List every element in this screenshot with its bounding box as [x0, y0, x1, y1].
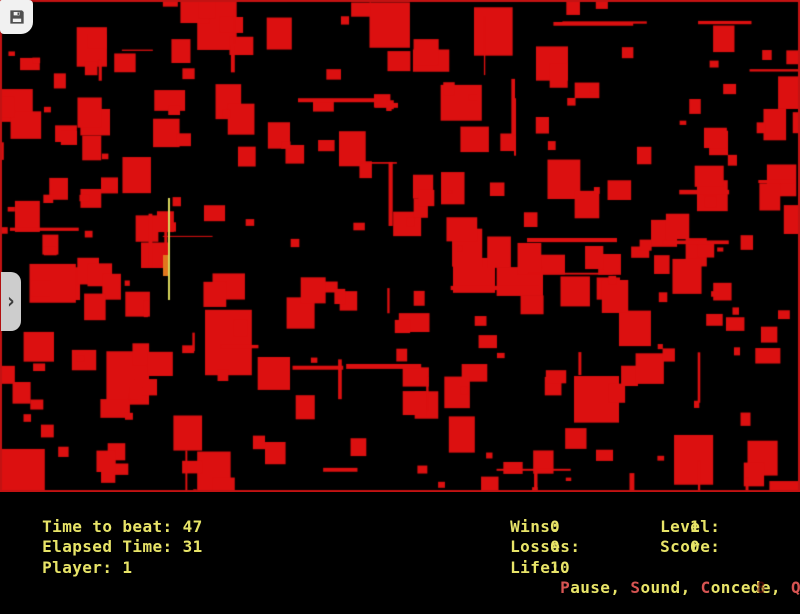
player: Player: 1	[2, 542, 132, 576]
panel-toggle[interactable]: ›	[1, 272, 21, 331]
wins-value: 0	[550, 517, 561, 536]
level-value: 1	[690, 517, 701, 536]
menu-separator: ,	[770, 578, 791, 597]
level: Level: 1	[620, 501, 800, 535]
menu-pause[interactable]: Pause	[560, 578, 610, 597]
elapsed-time-value: 31	[182, 537, 203, 556]
menu-pause-hotkey: P	[560, 578, 571, 597]
time-to-beat-label: Time to beat:	[42, 517, 173, 536]
player-label: Player:	[42, 558, 113, 577]
menu-separator: ,	[680, 578, 701, 597]
wins: Wins: 0	[470, 501, 690, 535]
command-menu: Pause, Sound, Concede, Quit	[520, 562, 800, 596]
menu-pause-rest: ause	[570, 578, 611, 597]
time-to-beat: Time to beat: 47	[2, 501, 203, 535]
playfield[interactable]	[0, 0, 800, 492]
menu-concede-hotkey: C	[700, 578, 711, 597]
losses: Losses: 0	[470, 521, 690, 555]
chevron-right-icon: ›	[7, 288, 15, 315]
losses-value: 0	[550, 537, 561, 556]
player-value: 1	[122, 558, 133, 577]
life-label: Life:	[510, 558, 561, 577]
menu-sound-hotkey: S	[630, 578, 641, 597]
menu-concede-rest: oncede	[710, 578, 771, 597]
life: Life: 10	[470, 542, 690, 576]
menu-quit[interactable]: Quit	[791, 578, 800, 597]
score-label: Score:	[660, 537, 721, 556]
score: Score: 0	[620, 521, 800, 555]
floppy-disk-icon	[9, 10, 24, 24]
menu-sound[interactable]: Sound	[630, 578, 680, 597]
score-value: 0	[690, 537, 701, 556]
wins-label: Wins:	[510, 517, 561, 536]
save-button[interactable]	[0, 0, 33, 34]
time-to-beat-value: 47	[182, 517, 203, 536]
level-label: Level:	[660, 517, 721, 536]
elapsed-time-label: Elapsed Time:	[42, 537, 173, 556]
dim-indicator: 8	[756, 578, 767, 597]
life-value: 10	[550, 558, 571, 577]
losses-label: Losses:	[510, 537, 581, 556]
elapsed-time: Elapsed Time: 31	[2, 521, 203, 555]
menu-concede[interactable]: Concede	[701, 578, 771, 597]
menu-sound-rest: ound	[640, 578, 681, 597]
menu-quit-hotkey: Q	[791, 578, 800, 597]
menu-separator: ,	[610, 578, 631, 597]
